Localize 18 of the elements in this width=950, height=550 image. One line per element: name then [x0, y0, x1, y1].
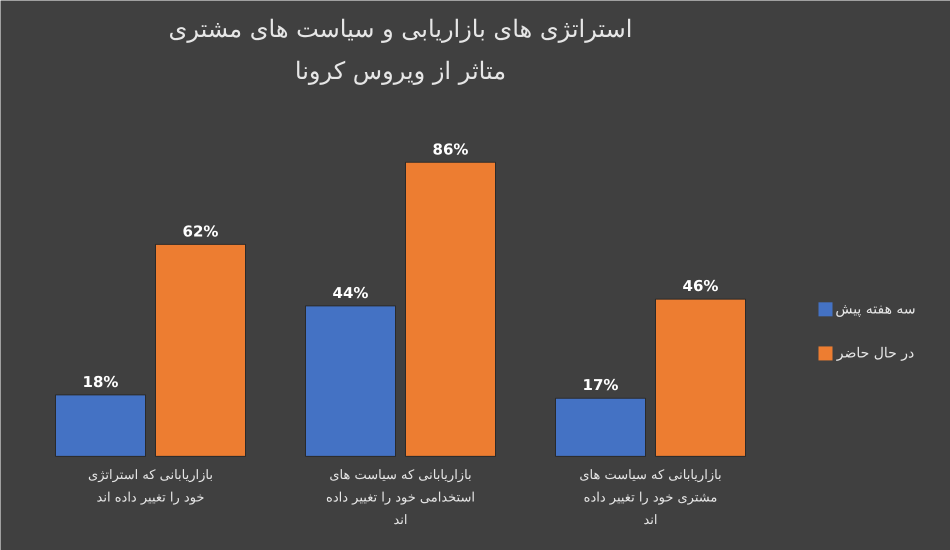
data-label: 18%: [82, 372, 118, 391]
data-label: 46%: [682, 277, 718, 296]
chart-title: استراتژی های بازاریابی و سیاست های مشتری متاثر از ویروس کرونا: [168, 15, 632, 86]
bar: [655, 298, 746, 457]
x-tick-label: بازاریابانی که سیاست های مشتری خود را تغییر داده اند: [579, 468, 722, 528]
data-label: 44%: [332, 284, 368, 302]
x-tick-label: بازاریابانی که سیاست های استخدامی خود را تغییر داده اند: [326, 468, 475, 528]
data-label: 62%: [182, 222, 218, 240]
bar: [305, 305, 396, 457]
bar: [155, 244, 246, 457]
x-tick-label: بازاریابانی که استراتژی خود را تغییر داده اند: [88, 468, 213, 506]
legend-label: سه هفته پیش: [835, 301, 916, 318]
legend-label: در حال حاضر: [836, 345, 914, 362]
bar: [55, 394, 146, 457]
bar: [555, 398, 646, 457]
bar: [405, 162, 496, 457]
data-label: 86%: [432, 140, 468, 158]
data-label: 17%: [582, 376, 618, 394]
